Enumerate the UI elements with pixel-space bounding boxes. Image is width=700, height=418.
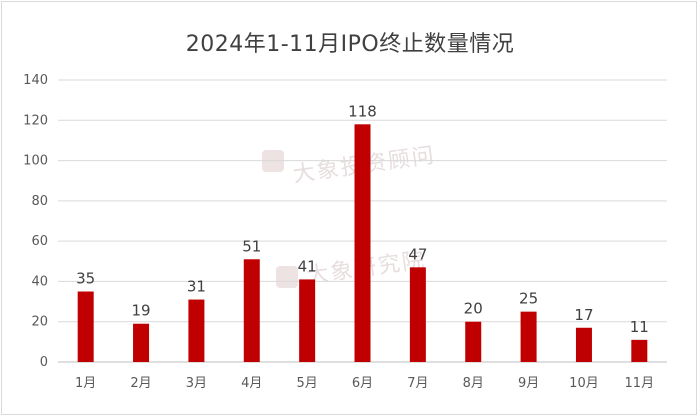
x-tick-label: 7月: [407, 376, 428, 391]
data-label: 51: [242, 237, 261, 255]
bar: [299, 279, 316, 362]
data-label: 11: [630, 318, 649, 336]
y-tick-label: 60: [31, 234, 48, 249]
x-tick-label: 4月: [241, 376, 262, 391]
watermark-logo-icon: [276, 266, 298, 288]
data-label: 19: [131, 302, 150, 320]
bar: [188, 299, 205, 362]
x-tick-label: 9月: [518, 376, 539, 391]
x-tick-label: 6月: [352, 376, 373, 391]
bar: [520, 311, 537, 362]
bar: [243, 259, 260, 362]
data-label: 25: [519, 290, 538, 308]
x-tick-label: 2月: [130, 376, 151, 391]
data-label: 17: [574, 306, 593, 324]
data-label: 31: [187, 278, 206, 296]
bar: [465, 321, 482, 362]
bar: [133, 323, 150, 362]
y-tick-label: 100: [23, 154, 48, 169]
bar: [409, 267, 426, 362]
data-label: 118: [348, 102, 377, 120]
x-tick-label: 5月: [296, 376, 317, 391]
data-label: 41: [298, 257, 317, 275]
bar: [77, 291, 94, 362]
bar: [631, 339, 648, 362]
data-label: 47: [408, 245, 427, 263]
x-tick-label: 8月: [463, 376, 484, 391]
y-tick-label: 0: [40, 355, 48, 370]
y-tick-label: 40: [31, 274, 48, 289]
x-tick-label: 1月: [75, 376, 96, 391]
chart-title: 2024年1-11月IPO终止数量情况: [185, 32, 515, 57]
y-tick-label: 20: [31, 315, 48, 330]
bar: [354, 124, 371, 362]
bar: [575, 327, 592, 362]
y-tick-label: 80: [31, 194, 48, 209]
x-tick-label: 10月: [569, 376, 599, 391]
data-label: 35: [76, 270, 95, 288]
data-label: 20: [464, 300, 483, 318]
y-tick-label: 140: [23, 73, 48, 88]
x-tick-label: 3月: [186, 376, 207, 391]
y-tick-label: 120: [23, 113, 48, 128]
x-tick-label: 11月: [625, 376, 655, 391]
